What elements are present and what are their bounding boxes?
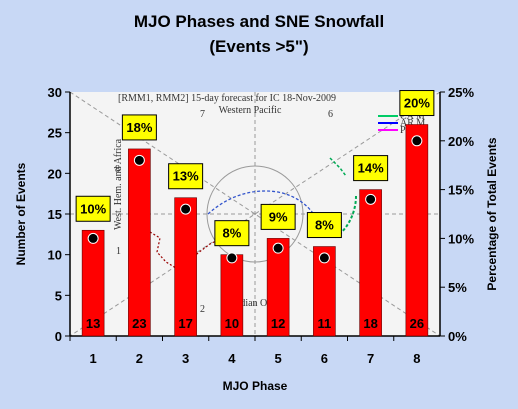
percent-marker	[180, 203, 192, 215]
percent-label: 9%	[269, 209, 288, 224]
phase-number-7: 7	[200, 109, 205, 120]
phase-number-1: 1	[116, 246, 121, 257]
bar	[266, 238, 290, 337]
chart-title: MJO Phases and SNE Snowfall	[134, 12, 384, 31]
percent-label-box	[399, 90, 435, 117]
y-tick-label: 10	[48, 248, 62, 263]
x-tick-label: 1	[90, 351, 97, 366]
percent-marker	[318, 252, 330, 264]
x-tick-label: 6	[321, 351, 328, 366]
bar-count-label: 17	[178, 316, 192, 331]
x-tick-label: 4	[228, 351, 236, 366]
y-tick-label: 15	[48, 207, 62, 222]
region-western-pacific: Western Pacific	[219, 105, 282, 116]
bar	[174, 197, 197, 337]
chart-subtitle: (Events >5")	[209, 37, 308, 56]
percent-label: 18%	[126, 120, 152, 135]
percent-label: 13%	[173, 169, 199, 184]
bar	[128, 148, 151, 337]
y-right-tick-label: 5%	[448, 280, 467, 295]
percent-label-box	[214, 220, 250, 247]
bar	[313, 246, 336, 337]
x-tick-label: 3	[182, 351, 189, 366]
percent-label-box	[168, 163, 204, 190]
y-axis-left-title: Number of Events	[14, 162, 28, 265]
percent-label-box	[353, 155, 389, 182]
percent-label-box	[306, 212, 342, 239]
y-tick-label: 20	[48, 166, 62, 181]
percent-label: 10%	[80, 201, 106, 216]
region-west-hem-africa: West. Hem. and Africa	[113, 138, 124, 230]
percent-label: 8%	[315, 218, 334, 233]
region-indian-ocean: Indian Ocean	[232, 298, 286, 309]
bar-count-label: 13	[86, 316, 100, 331]
bar-count-label: 10	[225, 316, 239, 331]
phase-number-2: 2	[200, 304, 205, 315]
bar	[405, 124, 429, 337]
phase-number-8: 8	[115, 164, 120, 175]
x-tick-label: 7	[367, 351, 374, 366]
y-tick-label: 30	[48, 85, 62, 100]
percent-marker	[226, 252, 238, 264]
y-tick-label: 0	[55, 329, 62, 344]
forecast-track-pc	[329, 157, 347, 177]
bar-count-label: 23	[132, 316, 146, 331]
forecast-header: [RMM1, RMM2] 15-day forecast for IC 18-N…	[118, 93, 336, 104]
percent-marker	[272, 242, 284, 254]
y-right-tick-label: 25%	[448, 85, 474, 100]
percent-marker	[87, 232, 99, 244]
y-axis-right: 0% 5% 10% 15% 20% 25%	[439, 85, 474, 344]
legend-label-ca: CA M	[400, 111, 425, 122]
x-tick-label: 5	[275, 351, 282, 366]
bar	[81, 229, 105, 337]
y-tick-label: 5	[55, 288, 62, 303]
percent-label-box	[260, 203, 296, 230]
percent-label-box	[75, 195, 111, 222]
unit-circle	[206, 165, 304, 263]
x-axis-title: MJO Phase	[223, 379, 288, 393]
percent-marker	[411, 135, 423, 147]
y-right-tick-label: 15%	[448, 183, 474, 198]
percent-marker	[133, 154, 145, 166]
y-axis-right-title: Percentage of Total Events	[485, 137, 499, 290]
bar	[359, 189, 382, 337]
phase-number-6: 6	[328, 109, 333, 120]
bar-count-label: 12	[271, 316, 285, 331]
y-right-tick-label: 0%	[448, 329, 467, 344]
y-right-tick-label: 10%	[448, 231, 474, 246]
percent-label-box	[121, 114, 157, 141]
percent-marker	[365, 193, 377, 205]
percent-label: 8%	[222, 226, 241, 241]
diagonal-line	[69, 91, 441, 337]
bar-count-label: 18	[363, 316, 377, 331]
bar-count-label: 26	[410, 316, 424, 331]
y-right-tick-label: 20%	[448, 134, 474, 149]
x-axis: 1 2 3 4 5 6 7 8	[69, 335, 440, 366]
bar-count-label: 11	[318, 316, 332, 331]
y-tick-label: 25	[48, 126, 62, 141]
x-tick-label: 8	[413, 351, 420, 366]
x-tick-label: 2	[136, 351, 143, 366]
y-axis-left: 0 5 10 15 20 25 30	[48, 85, 71, 344]
forecast-track-ensemble	[207, 190, 319, 223]
percent-label: 20%	[404, 96, 430, 111]
legend-label-ar: AR M	[400, 118, 425, 129]
percent-label: 14%	[358, 161, 384, 176]
